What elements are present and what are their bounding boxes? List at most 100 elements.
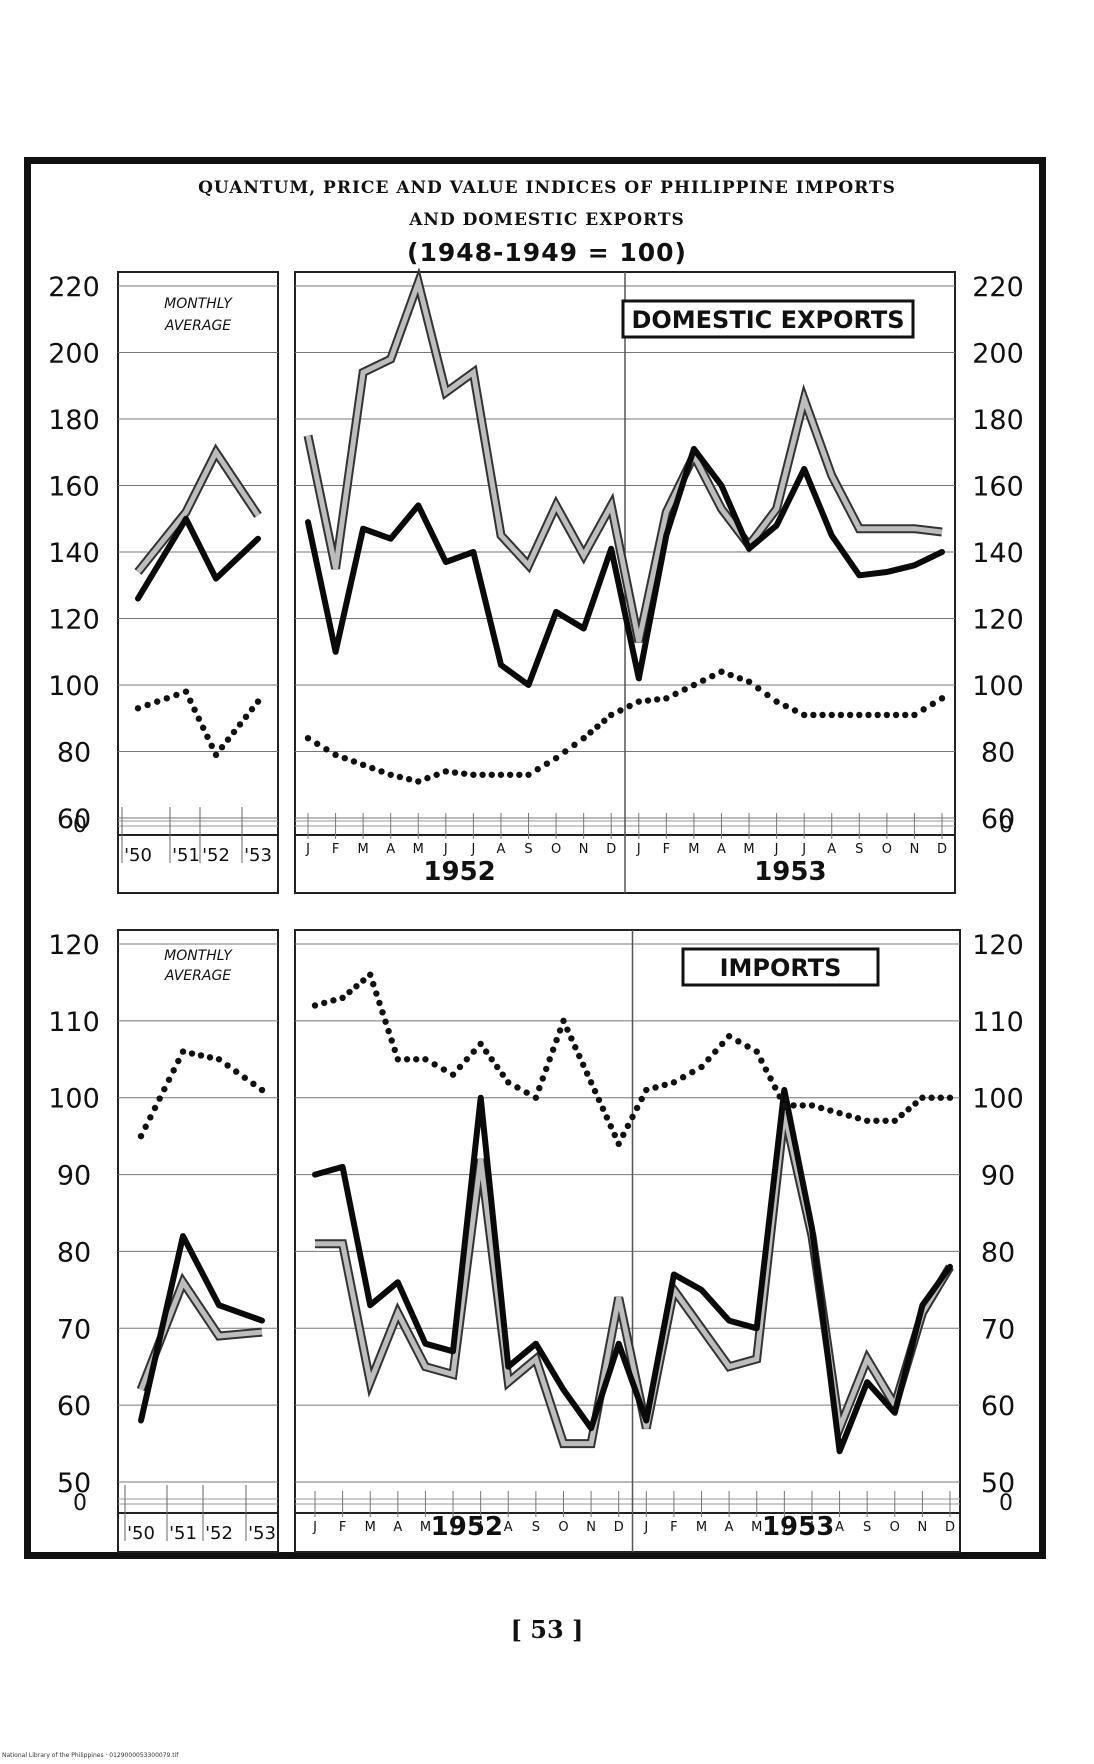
monthly-series-2-dot: [505, 1079, 512, 1086]
monthly-series-2-dot: [379, 1009, 386, 1016]
monthly-series-2-dot: [564, 1026, 571, 1033]
monthly-series-2-dot: [718, 668, 725, 675]
monthly-series-2-dot: [946, 1094, 954, 1101]
monthly-series-2-dot: [330, 997, 337, 1004]
monthly-series-2-dot: [479, 771, 486, 778]
x-tick-label-month: A: [393, 1520, 402, 1535]
monthly-series-2-dot: [415, 778, 422, 785]
monthly-series-2-dot: [937, 1094, 944, 1101]
monthly-series-2-dot: [587, 729, 594, 736]
y-tick-label-left: 80: [57, 738, 91, 769]
monthly-series-2-dot: [709, 672, 716, 680]
monthly-series-2-dot: [644, 697, 652, 704]
x-tick-label-month: F: [670, 1520, 677, 1535]
monthly-series-2-dot: [800, 711, 808, 719]
annual-panel-box: [117, 929, 279, 1553]
annual-series-2-dot: [204, 733, 211, 740]
monthly-series-2-dot: [572, 1044, 579, 1051]
monthly-series-2-dot: [837, 711, 845, 719]
y-tick-label-right: 70: [981, 1314, 1015, 1345]
x-tick-label-annual: '50: [127, 1523, 155, 1544]
monthly-series-2-dot: [663, 695, 670, 702]
annual-series-2-dot: [137, 1132, 145, 1140]
annual-series-2-dot: [241, 1074, 248, 1081]
x-tick-label-month: S: [524, 842, 532, 857]
annual-series-2-dot: [230, 728, 238, 736]
x-tick-label-month: A: [835, 1520, 844, 1535]
annual-series-1: [135, 515, 261, 602]
x-tick-label-month: M: [751, 1520, 762, 1535]
monthly-series-2-dot: [595, 1096, 603, 1104]
monthly-series-2-dot: [477, 1040, 484, 1048]
y-tick-label-right: 220: [972, 272, 1024, 303]
x-tick-label-month: N: [579, 842, 589, 857]
chart-title-base: (1948-1949 = 100): [407, 238, 687, 267]
x-tick-label-month: D: [945, 1520, 955, 1535]
x-tick-label-month: F: [663, 842, 670, 857]
x-tick-label-month: J: [470, 842, 475, 857]
zero-label-left: 0: [73, 813, 87, 838]
monthly-series-2-dot: [865, 711, 872, 719]
monthly-series-2-dot: [891, 1117, 898, 1124]
monthly-series-2-dot: [396, 773, 404, 781]
annual-series-2-dot: [173, 691, 180, 699]
monthly-series-2-dot: [755, 685, 762, 692]
monthly-series-2-dot: [652, 1084, 659, 1091]
monthly-series-2-dot: [382, 1018, 389, 1025]
annual-series-2-dot: [206, 1054, 214, 1061]
monthly-series-2-dot: [424, 774, 431, 782]
y-tick-label-left: 70: [57, 1314, 91, 1345]
x-tick-label-month: N: [910, 842, 920, 857]
monthly-series-2-dot: [808, 1102, 816, 1109]
monthly-series-2-dot: [601, 717, 608, 724]
monthly-series-2-dot: [378, 768, 385, 775]
monthly-series-2-dot: [898, 1111, 905, 1119]
x-tick-label-month: J: [450, 1520, 455, 1535]
x-tick-label-month: A: [717, 842, 726, 857]
annual-series-2-dot: [163, 695, 170, 702]
zero-label-right: 0: [999, 1491, 1013, 1516]
monthly-series-2-dot: [506, 771, 514, 778]
x-tick-label-annual: '53: [248, 1523, 276, 1544]
monthly-series-2-dot: [790, 1102, 797, 1109]
year-label: 1953: [762, 1512, 834, 1542]
y-tick-label-right: 50: [981, 1468, 1015, 1499]
y-tick-label-right: 90: [981, 1161, 1015, 1192]
monthly-series-2-dot: [433, 771, 440, 778]
monthly-panel-box: [294, 929, 961, 1553]
monthly-series-2-dot: [920, 706, 927, 713]
monthly-series-2-dot: [534, 766, 541, 773]
annual-series-2-dot: [170, 1067, 177, 1074]
monthly-series-2-dot: [394, 1056, 402, 1063]
monthly-series-2-dot: [440, 1066, 448, 1073]
monthly-series-2-dot: [719, 1040, 726, 1048]
x-tick-label-annual: '52: [202, 845, 230, 866]
monthly-series-2-dot: [912, 1100, 919, 1107]
annual-series-2-dot: [182, 688, 190, 695]
annual-series-2-dot: [199, 724, 207, 731]
monthly-series-2-dot: [482, 1048, 490, 1055]
y-tick-label-right: 160: [972, 472, 1024, 503]
y-tick-label-left: 110: [48, 1007, 100, 1038]
monthly-series-2-dot: [712, 1048, 719, 1055]
monthly-series-2-dot: [643, 1086, 650, 1094]
x-tick-label-month: J: [443, 842, 448, 857]
monthly-series-2-dot: [782, 702, 789, 710]
x-tick-label-month: A: [497, 842, 506, 857]
y-tick-label-right: 60: [981, 804, 1015, 835]
monthly-series-2-dot: [607, 1123, 615, 1130]
monthly-series-2-dot: [776, 1093, 783, 1100]
monthly-series-2-dot: [587, 1079, 595, 1086]
annual-series-2-dot: [224, 1062, 231, 1069]
monthly-series-2-dot: [556, 1027, 564, 1034]
monthly-series-2-dot: [353, 983, 360, 990]
monthly-series-2-dot: [376, 999, 383, 1007]
x-tick-label-month: J: [809, 1520, 814, 1535]
monthly-series-2-dot: [620, 1131, 627, 1139]
annual-series-2-dot: [250, 1080, 257, 1088]
monthly-series-2-dot: [672, 690, 679, 698]
monthly-series-2-dot: [781, 1102, 788, 1109]
zero-label-right: 0: [999, 813, 1013, 838]
x-tick-label-month: F: [339, 1520, 346, 1535]
y-tick-label-right: 120: [972, 605, 1024, 636]
